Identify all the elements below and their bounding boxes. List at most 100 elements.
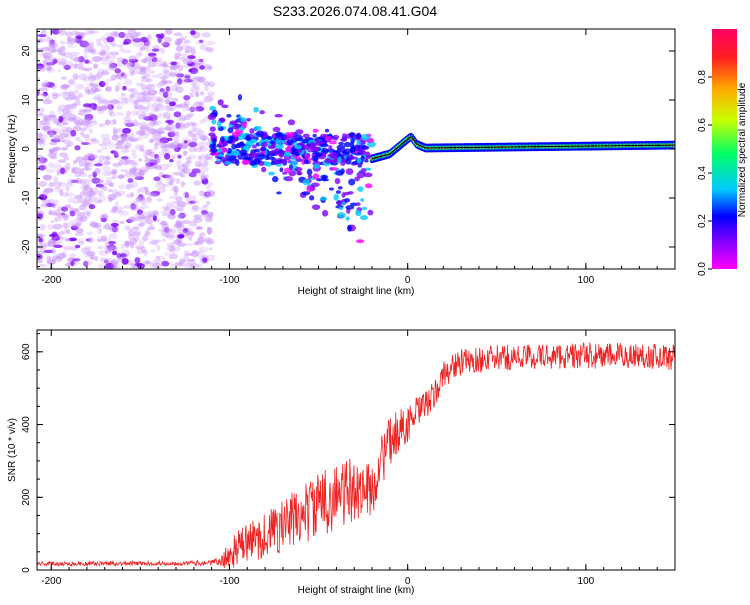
noise-cell xyxy=(55,255,63,263)
noise-cell xyxy=(198,232,205,236)
transition-cell xyxy=(343,198,351,203)
noise-cell xyxy=(139,46,146,51)
noise-cell xyxy=(152,210,159,216)
noise-cell xyxy=(202,257,208,263)
noise-cell xyxy=(153,107,160,112)
noise-cell xyxy=(180,53,189,59)
transition-cell xyxy=(303,144,310,150)
transition-cell xyxy=(355,210,362,216)
transition-cell xyxy=(217,99,224,106)
noise-cell xyxy=(105,262,115,269)
noise-cell xyxy=(86,231,93,236)
noise-cell xyxy=(197,101,205,107)
noise-cell xyxy=(41,264,48,268)
noise-cell xyxy=(199,91,205,96)
noise-cell xyxy=(128,136,133,143)
noise-cell xyxy=(110,31,121,39)
transition-cell xyxy=(328,145,333,150)
transition-cell xyxy=(271,149,277,154)
noise-cell xyxy=(81,160,91,168)
noise-cell xyxy=(119,95,128,101)
transition-cell xyxy=(322,209,329,217)
noise-cell xyxy=(53,217,59,223)
snr-xlabel: Height of straight line (km) xyxy=(298,585,415,596)
noise-cell xyxy=(143,39,150,47)
transition-cell xyxy=(237,94,243,101)
transition-cell xyxy=(312,133,317,138)
noise-cell xyxy=(127,178,134,183)
noise-cell xyxy=(150,190,161,197)
noise-cell xyxy=(98,193,103,197)
transition-cell xyxy=(345,168,354,176)
noise-cell xyxy=(129,173,135,178)
noise-cell xyxy=(112,130,118,138)
noise-cell xyxy=(57,121,66,127)
noise-cell xyxy=(60,76,68,80)
noise-cell xyxy=(66,36,72,42)
noise-cell xyxy=(203,64,212,72)
noise-cell xyxy=(64,31,74,37)
noise-cell xyxy=(186,106,191,112)
noise-cell xyxy=(54,199,59,206)
noise-cell xyxy=(44,55,51,61)
noise-cell xyxy=(52,93,58,100)
transition-cell xyxy=(360,198,365,202)
colorbar-tick-label: 0.8 xyxy=(697,70,708,84)
noise-cell xyxy=(94,87,99,93)
noise-cell xyxy=(173,83,179,88)
transition-cell xyxy=(278,152,284,158)
noise-cell xyxy=(208,81,215,88)
noise-cell xyxy=(145,218,153,225)
transition-cell xyxy=(341,201,347,206)
noise-cell xyxy=(57,181,68,188)
noise-cell xyxy=(67,44,76,48)
noise-cell xyxy=(155,154,162,161)
noise-cell xyxy=(126,119,135,126)
noise-cell xyxy=(46,65,52,71)
noise-cell xyxy=(142,106,150,110)
noise-cell xyxy=(184,242,194,247)
noise-cell xyxy=(87,152,96,160)
noise-cell xyxy=(204,63,212,70)
noise-cell xyxy=(78,160,84,167)
noise-cell xyxy=(123,144,130,150)
noise-cell xyxy=(165,142,173,148)
noise-cell xyxy=(170,204,178,209)
transition-cell xyxy=(325,135,332,142)
transition-cell xyxy=(355,132,362,140)
noise-cell xyxy=(88,204,96,210)
noise-cell xyxy=(119,220,125,225)
noise-cell xyxy=(148,193,158,198)
noise-cell xyxy=(156,96,163,103)
transition-cell xyxy=(275,138,280,144)
noise-cell xyxy=(164,70,174,77)
noise-cell xyxy=(163,226,171,234)
noise-cell xyxy=(45,121,51,128)
noise-cell xyxy=(179,103,189,109)
noise-cell xyxy=(136,248,144,255)
noise-cell xyxy=(202,204,209,208)
noise-cell xyxy=(191,199,200,204)
noise-cell xyxy=(163,104,174,112)
transition-cell xyxy=(335,170,344,176)
noise-cell xyxy=(51,231,58,237)
noise-cell xyxy=(139,144,145,152)
noise-cell xyxy=(144,155,149,159)
noise-cell xyxy=(66,181,74,188)
noise-cell xyxy=(144,190,150,196)
noise-cell xyxy=(198,247,209,252)
noise-cell xyxy=(170,263,176,269)
noise-cell xyxy=(139,125,145,131)
noise-cell xyxy=(44,116,51,122)
noise-cell xyxy=(176,201,187,208)
noise-cell xyxy=(164,119,175,124)
noise-cell xyxy=(68,90,74,95)
noise-cell xyxy=(144,162,151,167)
transition-cell xyxy=(337,156,342,164)
transition-cell xyxy=(282,171,288,175)
noise-cell xyxy=(130,204,139,211)
noise-cell xyxy=(40,93,46,97)
snr-x-ticks: -200 -100 0 100 xyxy=(41,330,676,587)
noise-cell xyxy=(156,187,166,194)
noise-cell xyxy=(195,106,205,112)
